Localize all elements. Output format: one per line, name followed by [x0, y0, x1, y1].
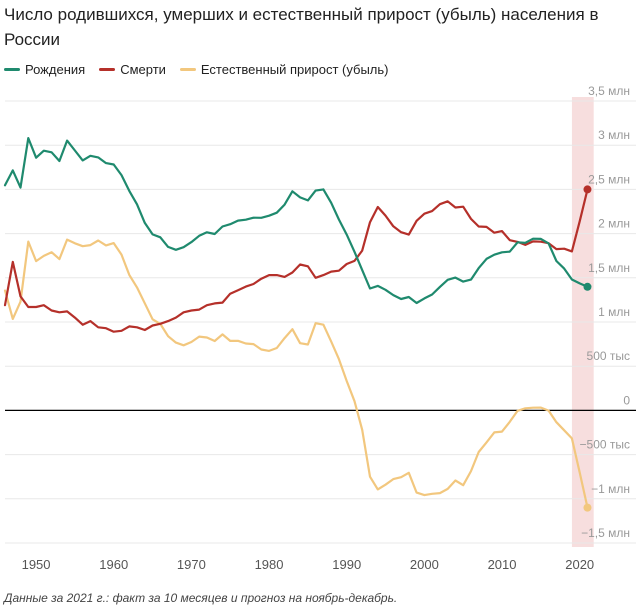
y-tick-label: 2,5 млн	[588, 172, 630, 186]
y-tick-label: 3,5 млн	[588, 85, 630, 98]
y-tick-label: −1,5 млн	[581, 526, 630, 540]
y-axis-labels: 3,5 млн 3 млн 2,5 млн 2 млн 1,5 млн 1 млн 500 …	[580, 85, 631, 540]
line-chart: 3,5 млн 3 млн 2,5 млн 2 млн 1,5 млн 1 млн 500 …	[3, 85, 636, 572]
legend-swatch-deaths	[99, 68, 116, 71]
y-tick-label: 500 тыс	[587, 349, 630, 363]
series-line-deaths	[3, 188, 589, 333]
legend-swatch-births	[4, 68, 20, 71]
legend-item-natural-growth: Естественный прирост (убыль)	[179, 62, 389, 77]
x-tick-label: 2010	[488, 557, 517, 572]
x-tick-label: 1990	[332, 557, 361, 572]
legend-label-births: Рождения	[25, 62, 86, 77]
y-tick-label: 0	[623, 393, 630, 407]
endpoint-dot-natural-growth	[583, 503, 592, 512]
x-tick-label: 2020	[565, 557, 594, 572]
footnote: Данные за 2021 г.: факт за 10 месяцев и …	[4, 591, 398, 605]
y-tick-label: 1 млн	[598, 305, 630, 319]
y-tick-label: −500 тыс	[580, 438, 630, 452]
grid-lines	[5, 100, 636, 544]
series-line-natural-growth	[3, 238, 589, 509]
series-line-births	[3, 136, 589, 305]
legend-item-births: Рождения	[4, 62, 85, 77]
x-tick-label: 1950	[22, 557, 51, 572]
y-tick-label: 1,5 млн	[588, 261, 630, 275]
legend-swatch-natural-growth	[179, 68, 196, 71]
legend-label-deaths: Смерти	[120, 62, 166, 77]
legend-item-deaths: Смерти	[99, 62, 166, 77]
legend-label-natural-growth: Естественный прирост (убыль)	[200, 62, 389, 77]
endpoint-dot-births	[583, 282, 592, 291]
y-tick-label: −1 млн	[591, 482, 630, 496]
x-tick-label: 1970	[177, 557, 206, 572]
x-tick-label: 1980	[255, 557, 284, 572]
chart-title: Число родившихся, умерших и естественный…	[4, 5, 599, 49]
endpoint-dot-deaths	[583, 185, 592, 194]
x-axis-labels: 1950 1960 1970 1980 1990 2000 2010 2020	[22, 557, 595, 572]
x-tick-label: 2000	[410, 557, 439, 572]
series-lines	[3, 136, 592, 512]
y-tick-label: 3 млн	[598, 128, 630, 142]
chart-legend: Рождения Смерти Естественный прирост (уб…	[4, 62, 389, 77]
x-tick-label: 1960	[99, 557, 128, 572]
y-tick-label: 2 млн	[598, 217, 630, 231]
